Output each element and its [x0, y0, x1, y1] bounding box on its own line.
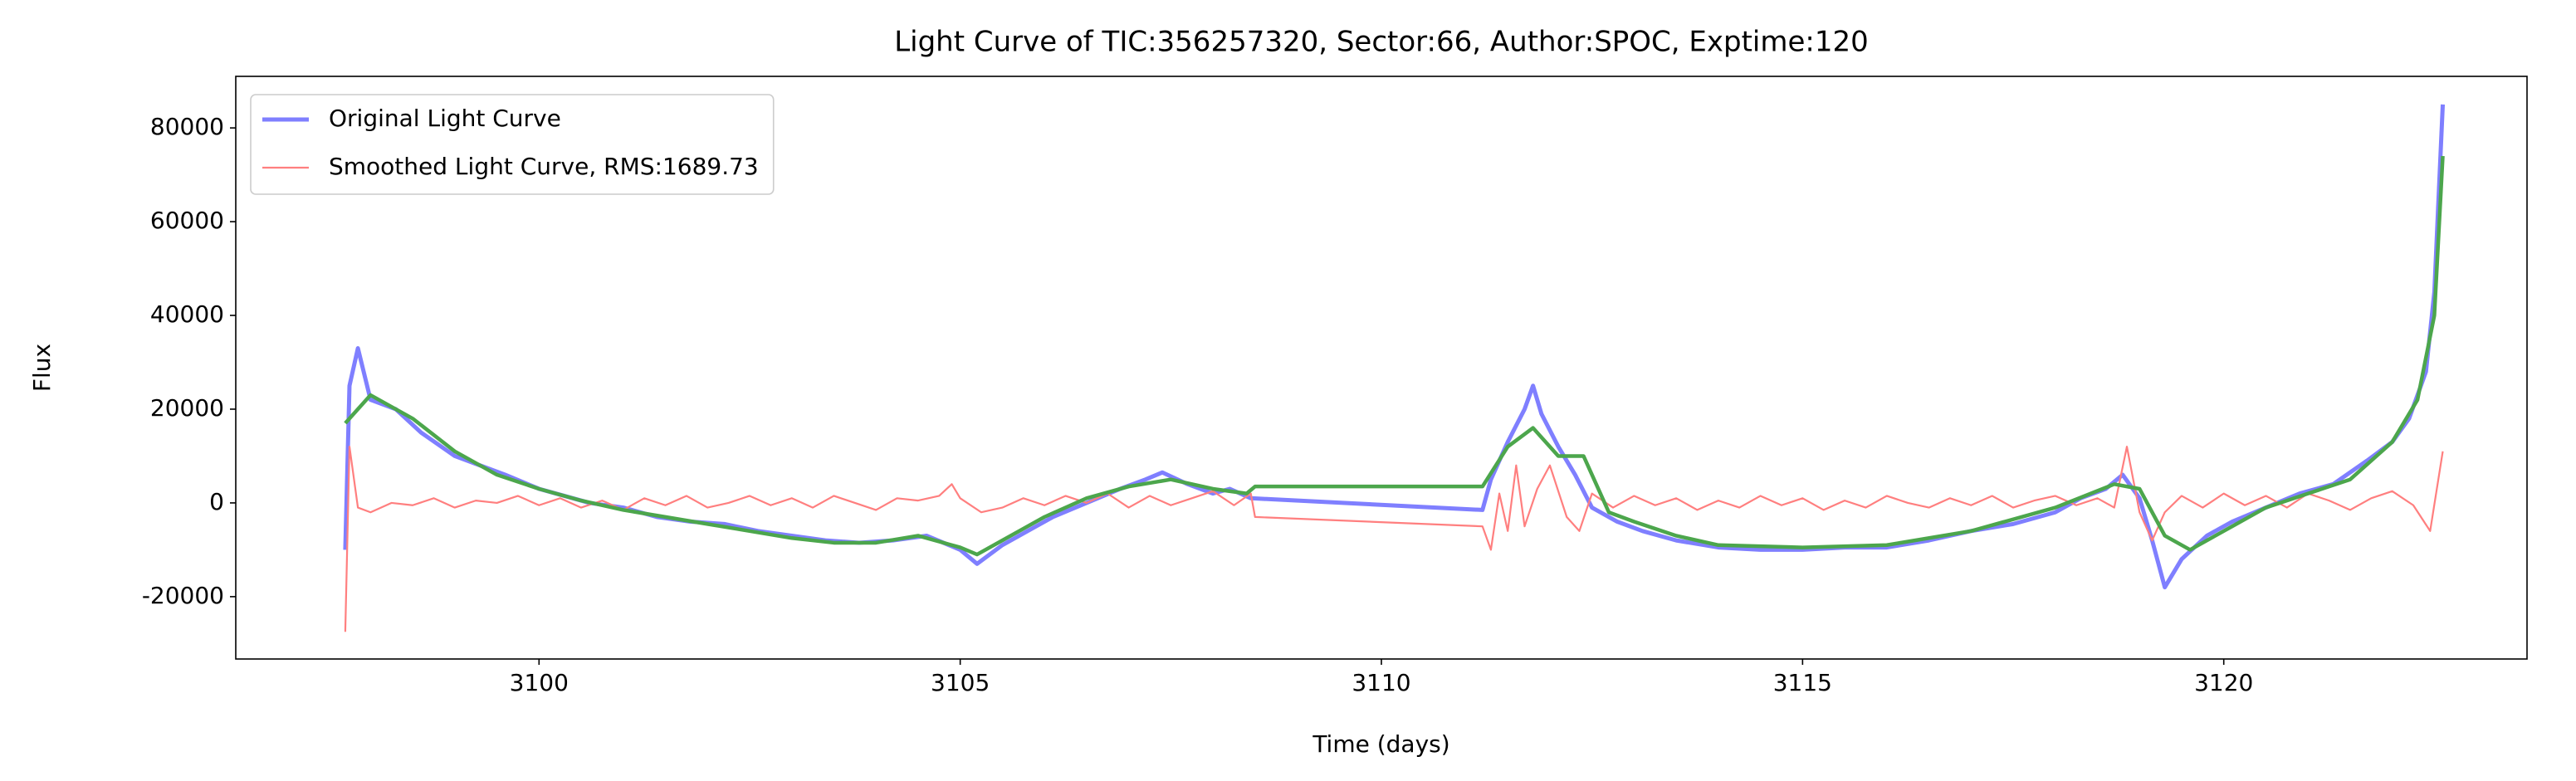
x-tick-label: 3105 [931, 669, 990, 696]
y-tick-label: 60000 [150, 207, 224, 234]
x-tick-label: 3100 [510, 669, 569, 696]
y-tick-label: 0 [209, 488, 224, 515]
y-axis-label: Flux [28, 344, 56, 392]
series-line [344, 446, 2444, 632]
y-tick-label: -20000 [142, 582, 224, 609]
chart-title: Light Curve of TIC:356257320, Sector:66,… [894, 26, 1869, 59]
x-tick-label: 3115 [1773, 669, 1832, 696]
legend-box [250, 94, 775, 195]
legend-label: Smoothed Light Curve, RMS:1689.73 [329, 153, 759, 180]
y-tick-label: 20000 [150, 394, 224, 422]
series-line [344, 155, 2445, 557]
y-tick-label: 80000 [150, 113, 224, 140]
legend: Original Light Curve Smoothed Light Curve… [250, 94, 775, 195]
x-axis-label: Time (days) [1312, 730, 1449, 758]
plot-frame [235, 76, 2528, 660]
x-tick-label: 3110 [1352, 669, 1410, 696]
y-tick-label: 40000 [150, 300, 224, 328]
x-tick-label: 3120 [2194, 669, 2253, 696]
legend-label: Original Light Curve [329, 105, 561, 132]
